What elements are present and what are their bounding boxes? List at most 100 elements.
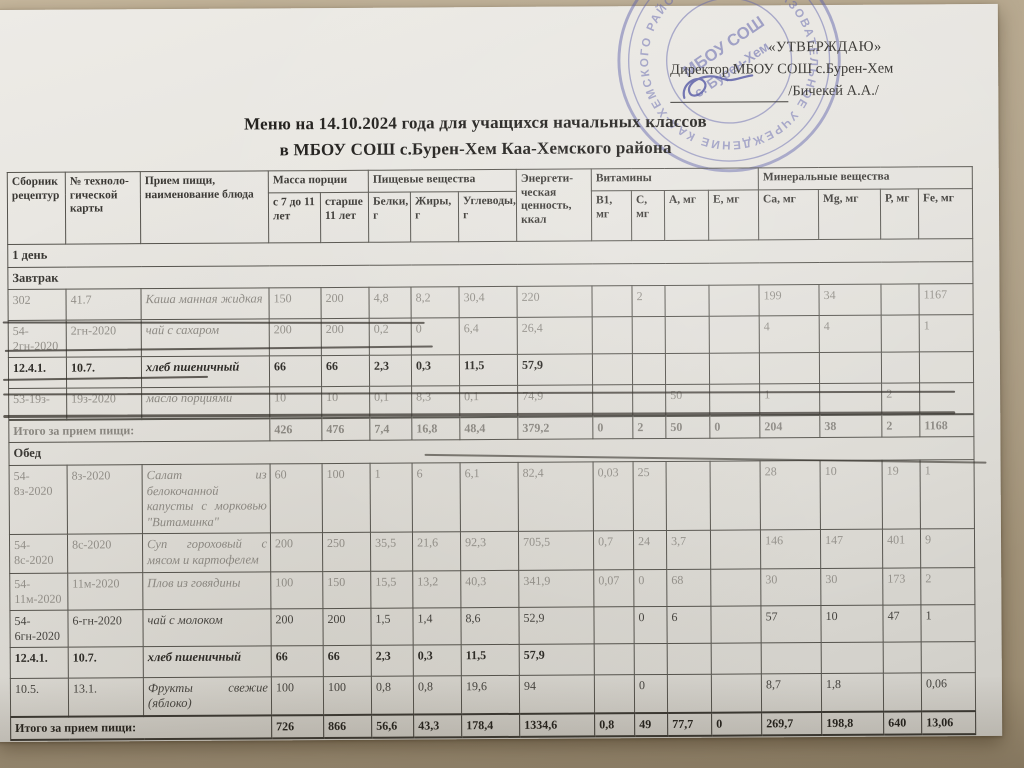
table-cell: 150 xyxy=(322,570,371,609)
table-cell xyxy=(665,316,710,354)
table-cell: 200 xyxy=(322,607,372,646)
col-header-c: С, мг xyxy=(631,190,665,241)
table-cell xyxy=(921,641,976,673)
total-value: 2 xyxy=(881,414,920,438)
table-cell xyxy=(919,382,974,415)
table-cell: 12.4.1. xyxy=(10,646,69,679)
table-cell: 147 xyxy=(820,529,883,569)
dish-name-cell: хлеб пшеничный xyxy=(141,356,270,388)
table-cell: 24 xyxy=(633,530,667,570)
table-cell xyxy=(709,384,760,416)
table-cell: 10.7. xyxy=(68,646,144,678)
table-cell: 82,4 xyxy=(518,461,594,532)
table-cell: 66 xyxy=(269,355,322,388)
col-header-protein: Белки, г xyxy=(368,192,411,243)
table-cell: 2 xyxy=(632,285,666,317)
table-cell: 401 xyxy=(882,529,921,568)
table-cell xyxy=(881,315,920,353)
table-cell: 100 xyxy=(322,463,371,533)
table-cell: 15,5 xyxy=(370,570,413,608)
table-cell: 52,9 xyxy=(518,606,595,644)
table-cell: 68 xyxy=(666,568,711,607)
table-cell: 10 xyxy=(269,386,322,419)
table-cell: 1,8 xyxy=(821,672,884,712)
table-cell xyxy=(592,285,633,318)
table-cell: 0,1 xyxy=(369,386,412,419)
table-cell: 19,6 xyxy=(461,674,520,715)
table-cell xyxy=(667,673,712,713)
table-cell xyxy=(634,643,668,675)
table-cell: 57,9 xyxy=(517,354,593,386)
table-cell xyxy=(593,606,635,644)
dish-name-cell: чай с молоком xyxy=(142,608,272,647)
table-cell: 1 xyxy=(370,462,413,533)
table-cell: 0,8 xyxy=(371,675,414,715)
total-value: 13,06 xyxy=(921,710,976,735)
table-cell: 200 xyxy=(320,287,370,319)
table-cell: 35,5 xyxy=(370,532,413,571)
table-cell: 6 xyxy=(666,605,712,644)
table-cell xyxy=(632,316,666,354)
table-cell xyxy=(666,461,711,531)
table-cell: 0 xyxy=(634,674,668,714)
col-header-carbs: Углеводы, г xyxy=(458,191,517,242)
table-cell xyxy=(592,316,633,355)
dish-name-cell: Фрукты свежие (яблоко) xyxy=(143,676,272,717)
table-cell: 11,5 xyxy=(461,643,520,676)
table-cell: 0,03 xyxy=(593,461,634,532)
table-cell: 0 xyxy=(633,569,667,607)
table-cell: 10.5. xyxy=(10,677,69,717)
col-header-energy: Энергети-ческая ценность, ккал xyxy=(516,168,592,242)
table-cell: 100 xyxy=(270,571,323,609)
table-cell: 200 xyxy=(270,532,323,572)
table-cell: 3,7 xyxy=(666,530,711,570)
table-cell: 21,6 xyxy=(412,532,461,571)
total-label: Итого за прием пищи: xyxy=(8,418,270,443)
menu-table-body: 1 день Завтрак 302 41.7 Каша манная жидкая 15… xyxy=(7,238,976,740)
table-cell: 200 xyxy=(270,608,324,646)
table-cell: 8з-2020 xyxy=(67,464,143,535)
total-row: Итого за прием пищи: 726 866 56,6 43,3 178,4 1… xyxy=(10,710,976,740)
signature-line xyxy=(670,74,789,104)
col-header-b1: В1, мг xyxy=(591,190,632,241)
total-value: 178,4 xyxy=(461,713,520,738)
dish-row: 54-8с-2020 8с-2020 Суп гороховый с мясом и… xyxy=(9,528,975,574)
table-cell: 53-19з- xyxy=(8,388,67,421)
dish-row: 54-8з-2020 8з-2020 Салат из белокочанной к… xyxy=(9,459,975,535)
table-cell xyxy=(761,642,822,674)
total-value: 476 xyxy=(321,418,370,441)
total-value: 379,2 xyxy=(517,416,593,440)
dish-name-cell: масло порциями xyxy=(141,387,270,420)
total-value: 1334,6 xyxy=(519,713,595,737)
total-value: 198,8 xyxy=(821,711,884,735)
total-value: 56,6 xyxy=(371,714,414,738)
table-cell: 10 xyxy=(321,386,370,419)
col-header-mg: Mg, мг xyxy=(818,189,881,240)
signature-scribble-icon xyxy=(682,74,754,100)
table-cell: 10 xyxy=(820,604,884,643)
table-cell: 4,8 xyxy=(368,287,412,319)
table-cell xyxy=(709,285,760,317)
document-photo: ОБЩЕОБРАЗОВАТЕЛЬНОЕ УЧРЕЖДЕНИЕ КАА-ХЕМСК… xyxy=(0,0,1003,743)
group-header-nutrients: Пищевые вещества xyxy=(368,169,517,193)
table-cell: 1,5 xyxy=(370,607,414,645)
approval-signer: /Бичекей А.А./ xyxy=(788,82,879,99)
table-cell: 1 xyxy=(919,314,974,353)
col-header-meal: Прием пищи, наименование блюда xyxy=(140,170,269,244)
table-cell: 26,4 xyxy=(517,317,593,355)
table-cell xyxy=(592,384,633,417)
col-header-fe: Fe, мг xyxy=(918,188,973,239)
table-cell xyxy=(594,674,635,714)
table-cell: 34 xyxy=(819,284,882,316)
table-cell: 199 xyxy=(759,284,820,317)
table-cell: 19 xyxy=(882,459,921,530)
total-value: 2 xyxy=(632,416,666,439)
table-cell: 6-гн-2020 xyxy=(67,609,144,647)
table-cell: 0,07 xyxy=(593,569,634,607)
table-cell xyxy=(632,353,666,385)
table-cell: 1,4 xyxy=(412,607,462,645)
table-cell xyxy=(881,352,920,384)
col-header-p: Р, мг xyxy=(880,188,919,240)
table-cell xyxy=(883,641,922,673)
col-header-mass-young: с 7 до 11 лет xyxy=(268,192,321,243)
